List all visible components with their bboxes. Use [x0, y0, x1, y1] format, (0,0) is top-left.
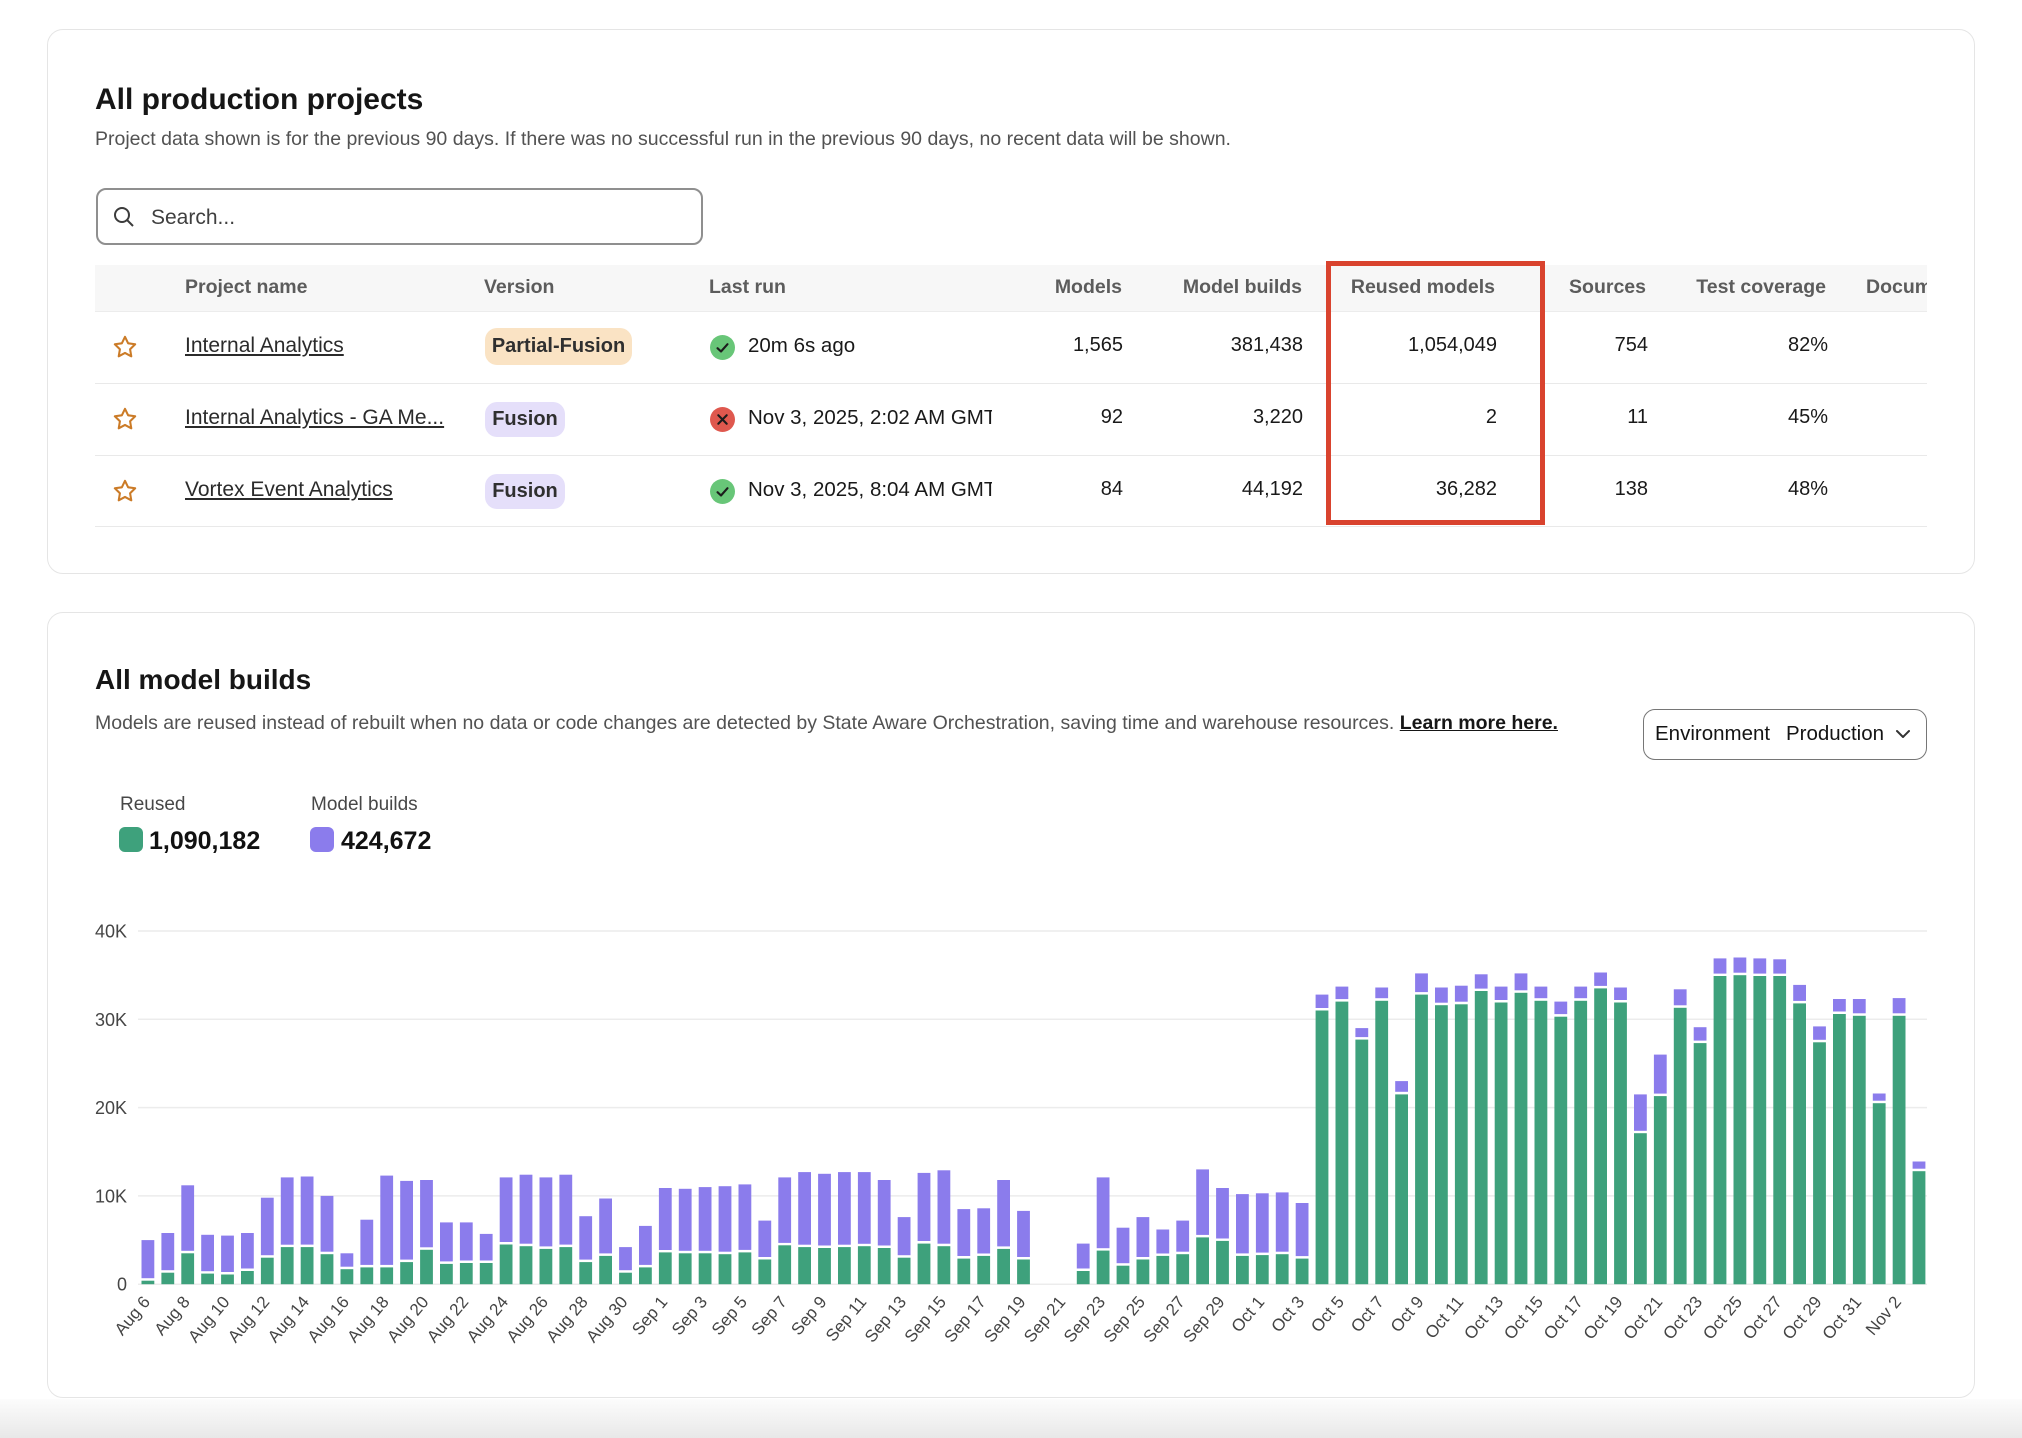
svg-text:Sep 15: Sep 15 — [901, 1293, 950, 1346]
svg-text:Aug 22: Aug 22 — [423, 1293, 472, 1346]
svg-text:Aug 16: Aug 16 — [304, 1293, 353, 1346]
svg-text:Nov 2: Nov 2 — [1862, 1293, 1905, 1339]
svg-text:Sep 27: Sep 27 — [1140, 1293, 1189, 1346]
svg-text:Aug 14: Aug 14 — [264, 1293, 313, 1346]
svg-text:Oct 23: Oct 23 — [1659, 1293, 1706, 1344]
svg-text:Oct 15: Oct 15 — [1500, 1293, 1547, 1344]
svg-text:Oct 3: Oct 3 — [1267, 1293, 1308, 1336]
svg-text:Aug 28: Aug 28 — [543, 1293, 592, 1346]
svg-text:Oct 17: Oct 17 — [1540, 1293, 1587, 1344]
svg-text:Oct 1: Oct 1 — [1228, 1293, 1269, 1336]
svg-text:Oct 5: Oct 5 — [1307, 1293, 1348, 1336]
svg-text:Sep 5: Sep 5 — [708, 1293, 751, 1339]
svg-text:Sep 7: Sep 7 — [748, 1293, 791, 1339]
svg-text:Aug 26: Aug 26 — [503, 1293, 552, 1346]
svg-text:Sep 25: Sep 25 — [1100, 1293, 1149, 1346]
svg-text:Sep 17: Sep 17 — [941, 1293, 990, 1346]
svg-text:Aug 30: Aug 30 — [582, 1293, 631, 1346]
svg-text:Sep 11: Sep 11 — [822, 1293, 870, 1346]
svg-text:Aug 12: Aug 12 — [224, 1293, 273, 1346]
svg-text:Oct 31: Oct 31 — [1819, 1293, 1866, 1344]
svg-text:Oct 11: Oct 11 — [1421, 1293, 1467, 1343]
svg-text:30K: 30K — [95, 1010, 127, 1030]
svg-text:Oct 29: Oct 29 — [1779, 1293, 1826, 1344]
svg-text:20K: 20K — [95, 1098, 127, 1118]
svg-text:Sep 19: Sep 19 — [980, 1293, 1029, 1346]
svg-text:Sep 23: Sep 23 — [1060, 1293, 1109, 1346]
svg-text:0: 0 — [117, 1275, 127, 1295]
svg-text:Oct 13: Oct 13 — [1460, 1293, 1507, 1344]
svg-text:Aug 20: Aug 20 — [383, 1293, 432, 1346]
svg-text:Oct 7: Oct 7 — [1347, 1293, 1388, 1336]
svg-text:Oct 25: Oct 25 — [1699, 1293, 1746, 1344]
svg-text:Sep 3: Sep 3 — [668, 1293, 711, 1339]
svg-text:Aug 18: Aug 18 — [344, 1293, 393, 1346]
svg-text:Sep 1: Sep 1 — [628, 1293, 671, 1339]
svg-text:Oct 21: Oct 21 — [1620, 1293, 1667, 1344]
svg-text:Aug 6: Aug 6 — [111, 1293, 154, 1339]
svg-text:Sep 29: Sep 29 — [1179, 1293, 1228, 1346]
svg-text:Oct 27: Oct 27 — [1739, 1293, 1786, 1344]
svg-text:Aug 10: Aug 10 — [184, 1293, 233, 1346]
svg-text:Aug 24: Aug 24 — [463, 1293, 512, 1346]
svg-text:Oct 19: Oct 19 — [1580, 1293, 1627, 1344]
svg-text:Sep 21: Sep 21 — [1020, 1293, 1069, 1346]
svg-text:Sep 13: Sep 13 — [861, 1293, 910, 1346]
svg-text:10K: 10K — [95, 1186, 127, 1206]
svg-text:40K: 40K — [95, 922, 127, 942]
